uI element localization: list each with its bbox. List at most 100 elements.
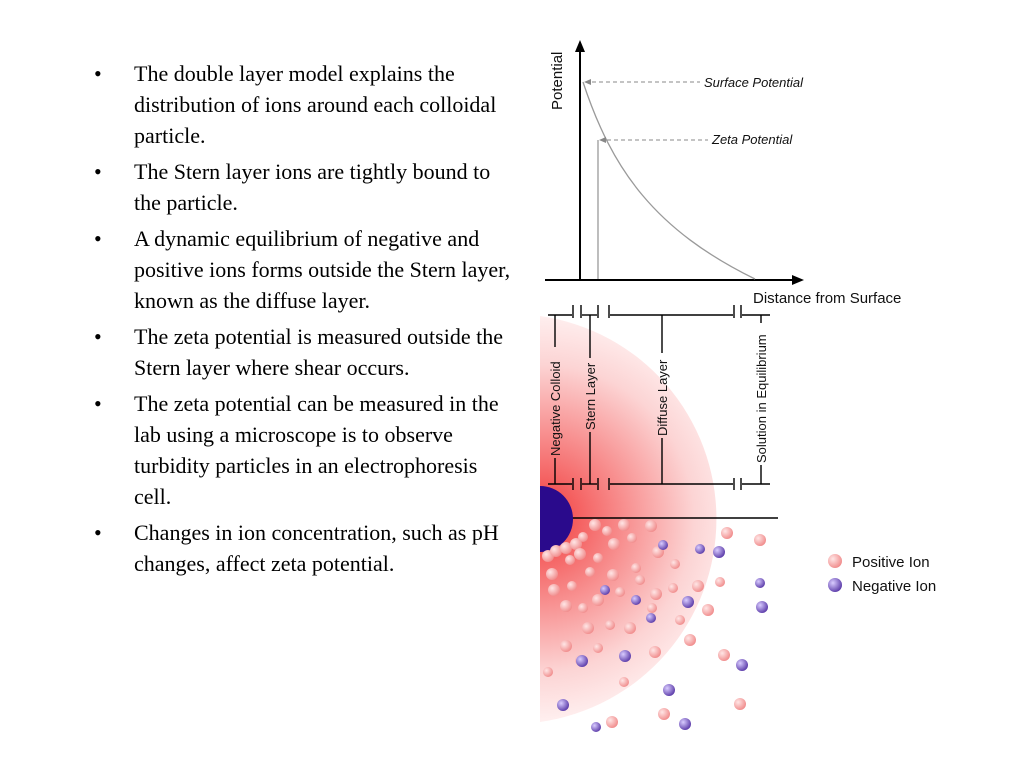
bullet-text: The zeta potential can be measured in th… bbox=[134, 391, 499, 509]
bullet-symbol: • bbox=[94, 226, 102, 251]
positive-ion bbox=[602, 526, 612, 536]
positive-ion bbox=[605, 620, 615, 630]
negative-ion bbox=[646, 613, 656, 623]
positive-ion bbox=[560, 640, 572, 652]
surface-potential-label: Surface Potential bbox=[704, 75, 804, 90]
positive-ion bbox=[635, 575, 645, 585]
negative-ion bbox=[576, 655, 588, 667]
arrow-icon bbox=[599, 137, 606, 143]
positive-ion bbox=[618, 519, 630, 531]
positive-ion bbox=[550, 545, 562, 557]
bullet-symbol: • bbox=[94, 159, 102, 184]
negative-ion bbox=[736, 659, 748, 671]
positive-ion bbox=[570, 538, 582, 550]
positive-ion bbox=[675, 615, 685, 625]
bullet-item: • Changes in ion concentration, such as p… bbox=[94, 517, 514, 579]
positive-ion bbox=[565, 555, 575, 565]
x-axis-label: Distance from Surface bbox=[753, 290, 901, 307]
bullet-text: A dynamic equilibrium of negative and po… bbox=[134, 226, 511, 313]
positive-ion bbox=[645, 520, 657, 532]
bullet-text: Changes in ion concentration, such as pH… bbox=[134, 520, 499, 576]
negative-ion bbox=[557, 699, 569, 711]
negative-ion bbox=[600, 585, 610, 595]
bullet-symbol: • bbox=[94, 61, 102, 86]
positive-ion bbox=[692, 580, 704, 592]
positive-ion bbox=[615, 587, 625, 597]
bullet-text: The double layer model explains the dist… bbox=[134, 61, 497, 148]
positive-ion bbox=[582, 622, 594, 634]
positive-ion bbox=[649, 646, 661, 658]
positive-ion bbox=[721, 527, 733, 539]
potential-graph: Surface Potential Zeta Potential Potenti… bbox=[545, 40, 901, 307]
negative-colloid-particle bbox=[540, 486, 573, 552]
region-label-stern-layer: Stern Layer bbox=[583, 362, 598, 430]
bullet-item: • The zeta potential can be measured in t… bbox=[94, 388, 514, 512]
region-label-solution: Solution in Equilibrium bbox=[754, 334, 769, 463]
bullet-text: The Stern layer ions are tightly bound t… bbox=[134, 159, 491, 215]
negative-ion bbox=[663, 684, 675, 696]
positive-ion-legend-icon bbox=[828, 554, 842, 568]
positive-ion bbox=[560, 542, 572, 554]
positive-ion bbox=[543, 667, 553, 677]
positive-ion bbox=[670, 559, 680, 569]
positive-ion bbox=[734, 698, 746, 710]
zeta-potential-label: Zeta Potential bbox=[711, 132, 793, 147]
positive-ion bbox=[608, 538, 620, 550]
negative-ion bbox=[756, 601, 768, 613]
region-brackets bbox=[548, 305, 770, 490]
x-axis-arrow bbox=[792, 275, 804, 285]
arrow-icon bbox=[584, 79, 591, 85]
bullet-item: • A dynamic equilibrium of negative and p… bbox=[94, 223, 514, 316]
positive-ion bbox=[702, 604, 714, 616]
legend-negative-label: Negative Ion bbox=[852, 578, 936, 595]
bullet-symbol: • bbox=[94, 520, 102, 545]
positive-ion bbox=[668, 583, 678, 593]
negative-ion bbox=[591, 722, 601, 732]
positive-ion bbox=[754, 534, 766, 546]
positive-ion bbox=[607, 569, 619, 581]
diffuse-layer-region bbox=[540, 316, 717, 722]
positive-ion bbox=[574, 548, 586, 560]
ion-cloud bbox=[542, 519, 768, 732]
region-label-diffuse-layer: Diffuse Layer bbox=[655, 359, 670, 436]
positive-ion bbox=[606, 716, 618, 728]
negative-ion bbox=[755, 578, 765, 588]
positive-ion bbox=[684, 634, 696, 646]
positive-ion bbox=[631, 563, 641, 573]
legend: Positive Ion Negative Ion bbox=[828, 554, 936, 595]
negative-ion bbox=[682, 596, 694, 608]
region-label-negative-colloid: Negative Colloid bbox=[548, 361, 563, 456]
positive-ion bbox=[593, 643, 603, 653]
positive-ion bbox=[585, 567, 595, 577]
positive-ion bbox=[578, 603, 588, 613]
positive-ion bbox=[578, 532, 588, 542]
negative-ion-legend-icon bbox=[828, 578, 842, 592]
positive-ion bbox=[592, 594, 604, 606]
negative-ion bbox=[679, 718, 691, 730]
y-axis-arrow bbox=[575, 40, 585, 52]
positive-ion bbox=[647, 603, 657, 613]
bullet-text: The zeta potential is measured outside t… bbox=[134, 324, 503, 380]
negative-ion bbox=[619, 650, 631, 662]
positive-ion bbox=[548, 584, 560, 596]
positive-ion bbox=[658, 708, 670, 720]
negative-ion bbox=[713, 546, 725, 558]
bullet-symbol: • bbox=[94, 391, 102, 416]
positive-ion bbox=[619, 677, 629, 687]
bullet-item: • The double layer model explains the dis… bbox=[94, 58, 514, 151]
positive-ion bbox=[627, 533, 637, 543]
positive-ion bbox=[715, 577, 725, 587]
negative-ion bbox=[631, 595, 641, 605]
negative-ion bbox=[658, 540, 668, 550]
potential-curve bbox=[582, 81, 756, 280]
positive-ion bbox=[593, 553, 603, 563]
bullet-list: • The double layer model explains the dis… bbox=[94, 58, 514, 584]
bullet-item: • The Stern layer ions are tightly bound … bbox=[94, 156, 514, 218]
positive-ion bbox=[560, 600, 572, 612]
legend-positive-label: Positive Ion bbox=[852, 554, 930, 571]
bullet-item: • The zeta potential is measured outside … bbox=[94, 321, 514, 383]
positive-ion bbox=[589, 519, 601, 531]
positive-ion bbox=[650, 588, 662, 600]
positive-ion bbox=[546, 568, 558, 580]
